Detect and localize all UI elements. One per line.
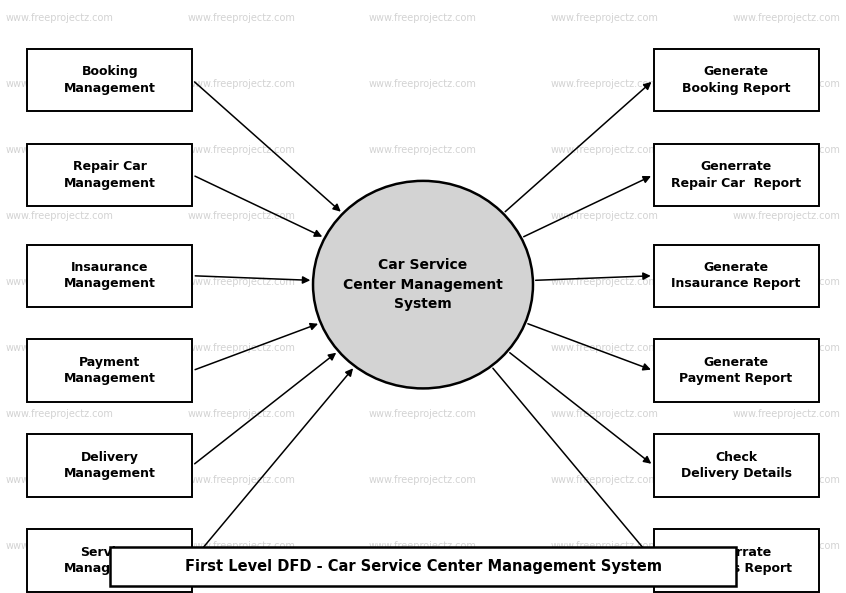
- Bar: [653, 434, 818, 497]
- Bar: [653, 339, 818, 402]
- Text: www.freeprojectz.com: www.freeprojectz.com: [5, 409, 113, 419]
- Text: www.freeprojectz.com: www.freeprojectz.com: [187, 474, 295, 484]
- Text: Services
Management: Services Management: [64, 546, 156, 575]
- Text: Delivery
Management: Delivery Management: [64, 451, 156, 480]
- Text: www.freeprojectz.com: www.freeprojectz.com: [369, 343, 477, 353]
- Text: Repair Car
Management: Repair Car Management: [64, 160, 156, 190]
- Text: www.freeprojectz.com: www.freeprojectz.com: [369, 145, 477, 155]
- Text: www.freeprojectz.com: www.freeprojectz.com: [733, 409, 841, 419]
- Text: Generate
Booking Report: Generate Booking Report: [682, 65, 790, 95]
- Text: www.freeprojectz.com: www.freeprojectz.com: [187, 145, 295, 155]
- Bar: [27, 339, 192, 402]
- Text: www.freeprojectz.com: www.freeprojectz.com: [551, 277, 659, 286]
- Text: www.freeprojectz.com: www.freeprojectz.com: [551, 541, 659, 550]
- Text: Payment
Management: Payment Management: [64, 356, 156, 385]
- Text: www.freeprojectz.com: www.freeprojectz.com: [5, 145, 113, 155]
- Text: www.freeprojectz.com: www.freeprojectz.com: [187, 13, 295, 23]
- Text: Insaurance
Management: Insaurance Management: [64, 261, 156, 291]
- Text: www.freeprojectz.com: www.freeprojectz.com: [733, 541, 841, 550]
- Text: www.freeprojectz.com: www.freeprojectz.com: [733, 13, 841, 23]
- Text: www.freeprojectz.com: www.freeprojectz.com: [551, 13, 659, 23]
- Text: www.freeprojectz.com: www.freeprojectz.com: [5, 211, 113, 221]
- Text: www.freeprojectz.com: www.freeprojectz.com: [551, 343, 659, 353]
- Text: www.freeprojectz.com: www.freeprojectz.com: [187, 277, 295, 286]
- Text: Check
Delivery Details: Check Delivery Details: [680, 451, 792, 480]
- Text: www.freeprojectz.com: www.freeprojectz.com: [369, 474, 477, 484]
- Text: www.freeprojectz.com: www.freeprojectz.com: [551, 409, 659, 419]
- Bar: [27, 529, 192, 592]
- Bar: [27, 144, 192, 206]
- Text: Generrate
Services Report: Generrate Services Report: [680, 546, 792, 575]
- Text: www.freeprojectz.com: www.freeprojectz.com: [733, 343, 841, 353]
- Bar: [653, 49, 818, 111]
- Text: www.freeprojectz.com: www.freeprojectz.com: [551, 211, 659, 221]
- Text: www.freeprojectz.com: www.freeprojectz.com: [187, 409, 295, 419]
- Text: www.freeprojectz.com: www.freeprojectz.com: [187, 79, 295, 89]
- Text: www.freeprojectz.com: www.freeprojectz.com: [5, 13, 113, 23]
- Text: www.freeprojectz.com: www.freeprojectz.com: [733, 474, 841, 484]
- Text: www.freeprojectz.com: www.freeprojectz.com: [551, 145, 659, 155]
- Text: www.freeprojectz.com: www.freeprojectz.com: [187, 211, 295, 221]
- Bar: [653, 245, 818, 307]
- Text: www.freeprojectz.com: www.freeprojectz.com: [733, 145, 841, 155]
- Text: Car Service
Center Management
System: Car Service Center Management System: [343, 258, 503, 311]
- Bar: [653, 144, 818, 206]
- Text: www.freeprojectz.com: www.freeprojectz.com: [551, 79, 659, 89]
- Text: www.freeprojectz.com: www.freeprojectz.com: [369, 409, 477, 419]
- Text: www.freeprojectz.com: www.freeprojectz.com: [733, 277, 841, 286]
- Text: www.freeprojectz.com: www.freeprojectz.com: [187, 541, 295, 550]
- Bar: [27, 434, 192, 497]
- Bar: [27, 245, 192, 307]
- Text: www.freeprojectz.com: www.freeprojectz.com: [187, 343, 295, 353]
- Text: www.freeprojectz.com: www.freeprojectz.com: [369, 541, 477, 550]
- Bar: [653, 529, 818, 592]
- Text: Generate
Insaurance Report: Generate Insaurance Report: [672, 261, 800, 291]
- Text: Generrate
Repair Car  Report: Generrate Repair Car Report: [671, 160, 801, 190]
- Text: First Level DFD - Car Service Center Management System: First Level DFD - Car Service Center Man…: [184, 559, 662, 574]
- Text: www.freeprojectz.com: www.freeprojectz.com: [369, 277, 477, 286]
- Text: Generate
Payment Report: Generate Payment Report: [679, 356, 793, 385]
- Text: www.freeprojectz.com: www.freeprojectz.com: [733, 211, 841, 221]
- Text: www.freeprojectz.com: www.freeprojectz.com: [369, 79, 477, 89]
- Text: Booking
Management: Booking Management: [64, 65, 156, 95]
- Text: www.freeprojectz.com: www.freeprojectz.com: [369, 211, 477, 221]
- Bar: [27, 49, 192, 111]
- Text: www.freeprojectz.com: www.freeprojectz.com: [5, 79, 113, 89]
- Text: www.freeprojectz.com: www.freeprojectz.com: [369, 13, 477, 23]
- Text: www.freeprojectz.com: www.freeprojectz.com: [5, 474, 113, 484]
- Text: www.freeprojectz.com: www.freeprojectz.com: [5, 343, 113, 353]
- Text: www.freeprojectz.com: www.freeprojectz.com: [5, 277, 113, 286]
- Text: www.freeprojectz.com: www.freeprojectz.com: [733, 79, 841, 89]
- Ellipse shape: [313, 181, 533, 388]
- Text: www.freeprojectz.com: www.freeprojectz.com: [5, 541, 113, 550]
- Bar: [110, 547, 736, 586]
- Text: www.freeprojectz.com: www.freeprojectz.com: [551, 474, 659, 484]
